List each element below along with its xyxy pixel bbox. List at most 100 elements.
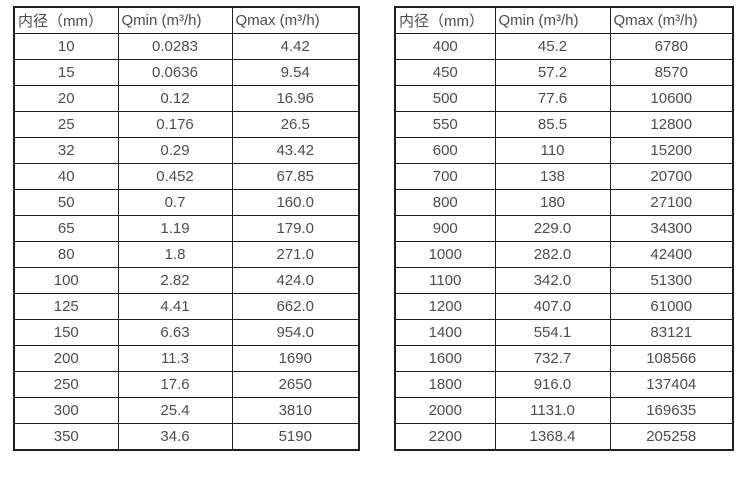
column-header: Qmin (m³/h) [117, 6, 233, 34]
table-row: 600 110 15200 [394, 137, 734, 164]
table-row: 1600 732.7 108566 [394, 345, 734, 372]
table-cell: 27100 [609, 189, 734, 216]
table-cell: 10600 [609, 85, 734, 112]
table-cell: 732.7 [494, 345, 611, 372]
table-cell: 554.1 [494, 319, 611, 346]
table-cell: 32 [13, 137, 119, 164]
table-cell: 4.41 [117, 293, 233, 320]
table-cell: 169635 [609, 397, 734, 424]
table-cell: 3810 [231, 397, 360, 424]
table-cell: 61000 [609, 293, 734, 320]
table-row: 50 0.7 160.0 [13, 189, 360, 216]
table-cell: 450 [394, 59, 496, 86]
table-cell: 65 [13, 215, 119, 242]
column-header: 内径（mm） [13, 6, 119, 34]
table-cell: 2.82 [117, 267, 233, 294]
table-cell: 25.4 [117, 397, 233, 424]
table-cell: 900 [394, 215, 496, 242]
table-cell: 954.0 [231, 319, 360, 346]
table-cell: 1800 [394, 371, 496, 398]
table-row: 40 0.452 67.85 [13, 163, 360, 190]
table-cell: 15200 [609, 137, 734, 164]
table-row: 1400 554.1 83121 [394, 319, 734, 346]
table-row: 550 85.5 12800 [394, 111, 734, 138]
table-cell: 400 [394, 33, 496, 60]
table-row: 15 0.0636 9.54 [13, 59, 360, 86]
flow-rate-table-large-diameters: 内径（mm） Qmin (m³/h) Qmax (m³/h) 400 45.2 6780… [394, 6, 734, 451]
table-cell: 108566 [609, 345, 734, 372]
table-cell: 34300 [609, 215, 734, 242]
table-cell: 4.42 [231, 33, 360, 60]
table-cell: 1368.4 [494, 423, 611, 451]
table-cell: 17.6 [117, 371, 233, 398]
table-row: 80 1.8 271.0 [13, 241, 360, 268]
table-cell: 57.2 [494, 59, 611, 86]
header-row: 内径（mm） Qmin (m³/h) Qmax (m³/h) [394, 6, 734, 34]
table-cell: 1100 [394, 267, 496, 294]
table-cell: 350 [13, 423, 119, 451]
table-cell: 180 [494, 189, 611, 216]
table-row: 1200 407.0 61000 [394, 293, 734, 320]
table-cell: 2000 [394, 397, 496, 424]
table-cell: 12800 [609, 111, 734, 138]
table-cell: 85.5 [494, 111, 611, 138]
table-row: 2200 1368.4 205258 [394, 423, 734, 451]
table-cell: 51300 [609, 267, 734, 294]
table-row: 1000 282.0 42400 [394, 241, 734, 268]
table-cell: 0.12 [117, 85, 233, 112]
table-cell: 34.6 [117, 423, 233, 451]
table-cell: 67.85 [231, 163, 360, 190]
header-row: 内径（mm） Qmin (m³/h) Qmax (m³/h) [13, 6, 360, 34]
table-cell: 205258 [609, 423, 734, 451]
table-cell: 25 [13, 111, 119, 138]
table-cell: 300 [13, 397, 119, 424]
table-cell: 80 [13, 241, 119, 268]
table-row: 900 229.0 34300 [394, 215, 734, 242]
table-cell: 6.63 [117, 319, 233, 346]
table-cell: 250 [13, 371, 119, 398]
flow-rate-table-small-diameters: 内径（mm） Qmin (m³/h) Qmax (m³/h) 10 0.0283 4.4… [13, 6, 360, 451]
table-cell: 0.7 [117, 189, 233, 216]
table-cell: 662.0 [231, 293, 360, 320]
table-row: 25 0.176 26.5 [13, 111, 360, 138]
column-header: Qmax (m³/h) [231, 6, 360, 34]
table-cell: 1400 [394, 319, 496, 346]
table-row: 10 0.0283 4.42 [13, 33, 360, 60]
table-row: 500 77.6 10600 [394, 85, 734, 112]
table-cell: 0.0636 [117, 59, 233, 86]
table-cell: 916.0 [494, 371, 611, 398]
table-cell: 20 [13, 85, 119, 112]
table-cell: 150 [13, 319, 119, 346]
table-cell: 83121 [609, 319, 734, 346]
column-header: Qmax (m³/h) [609, 6, 734, 34]
table-cell: 137404 [609, 371, 734, 398]
table-cell: 8570 [609, 59, 734, 86]
table-cell: 40 [13, 163, 119, 190]
table-row: 150 6.63 954.0 [13, 319, 360, 346]
table-cell: 43.42 [231, 137, 360, 164]
table-cell: 15 [13, 59, 119, 86]
table-row: 125 4.41 662.0 [13, 293, 360, 320]
table-cell: 1690 [231, 345, 360, 372]
table-cell: 2650 [231, 371, 360, 398]
table-row: 450 57.2 8570 [394, 59, 734, 86]
table-cell: 10 [13, 33, 119, 60]
table-cell: 0.452 [117, 163, 233, 190]
table-row: 800 180 27100 [394, 189, 734, 216]
table-cell: 282.0 [494, 241, 611, 268]
table-cell: 800 [394, 189, 496, 216]
table-cell: 0.29 [117, 137, 233, 164]
table-row: 200 11.3 1690 [13, 345, 360, 372]
table-cell: 50 [13, 189, 119, 216]
table-cell: 179.0 [231, 215, 360, 242]
table-cell: 271.0 [231, 241, 360, 268]
table-cell: 1600 [394, 345, 496, 372]
table-cell: 1131.0 [494, 397, 611, 424]
table-cell: 6780 [609, 33, 734, 60]
table-cell: 550 [394, 111, 496, 138]
table-row: 350 34.6 5190 [13, 423, 360, 451]
table-cell: 0.0283 [117, 33, 233, 60]
table-row: 250 17.6 2650 [13, 371, 360, 398]
table-cell: 160.0 [231, 189, 360, 216]
table-cell: 1200 [394, 293, 496, 320]
